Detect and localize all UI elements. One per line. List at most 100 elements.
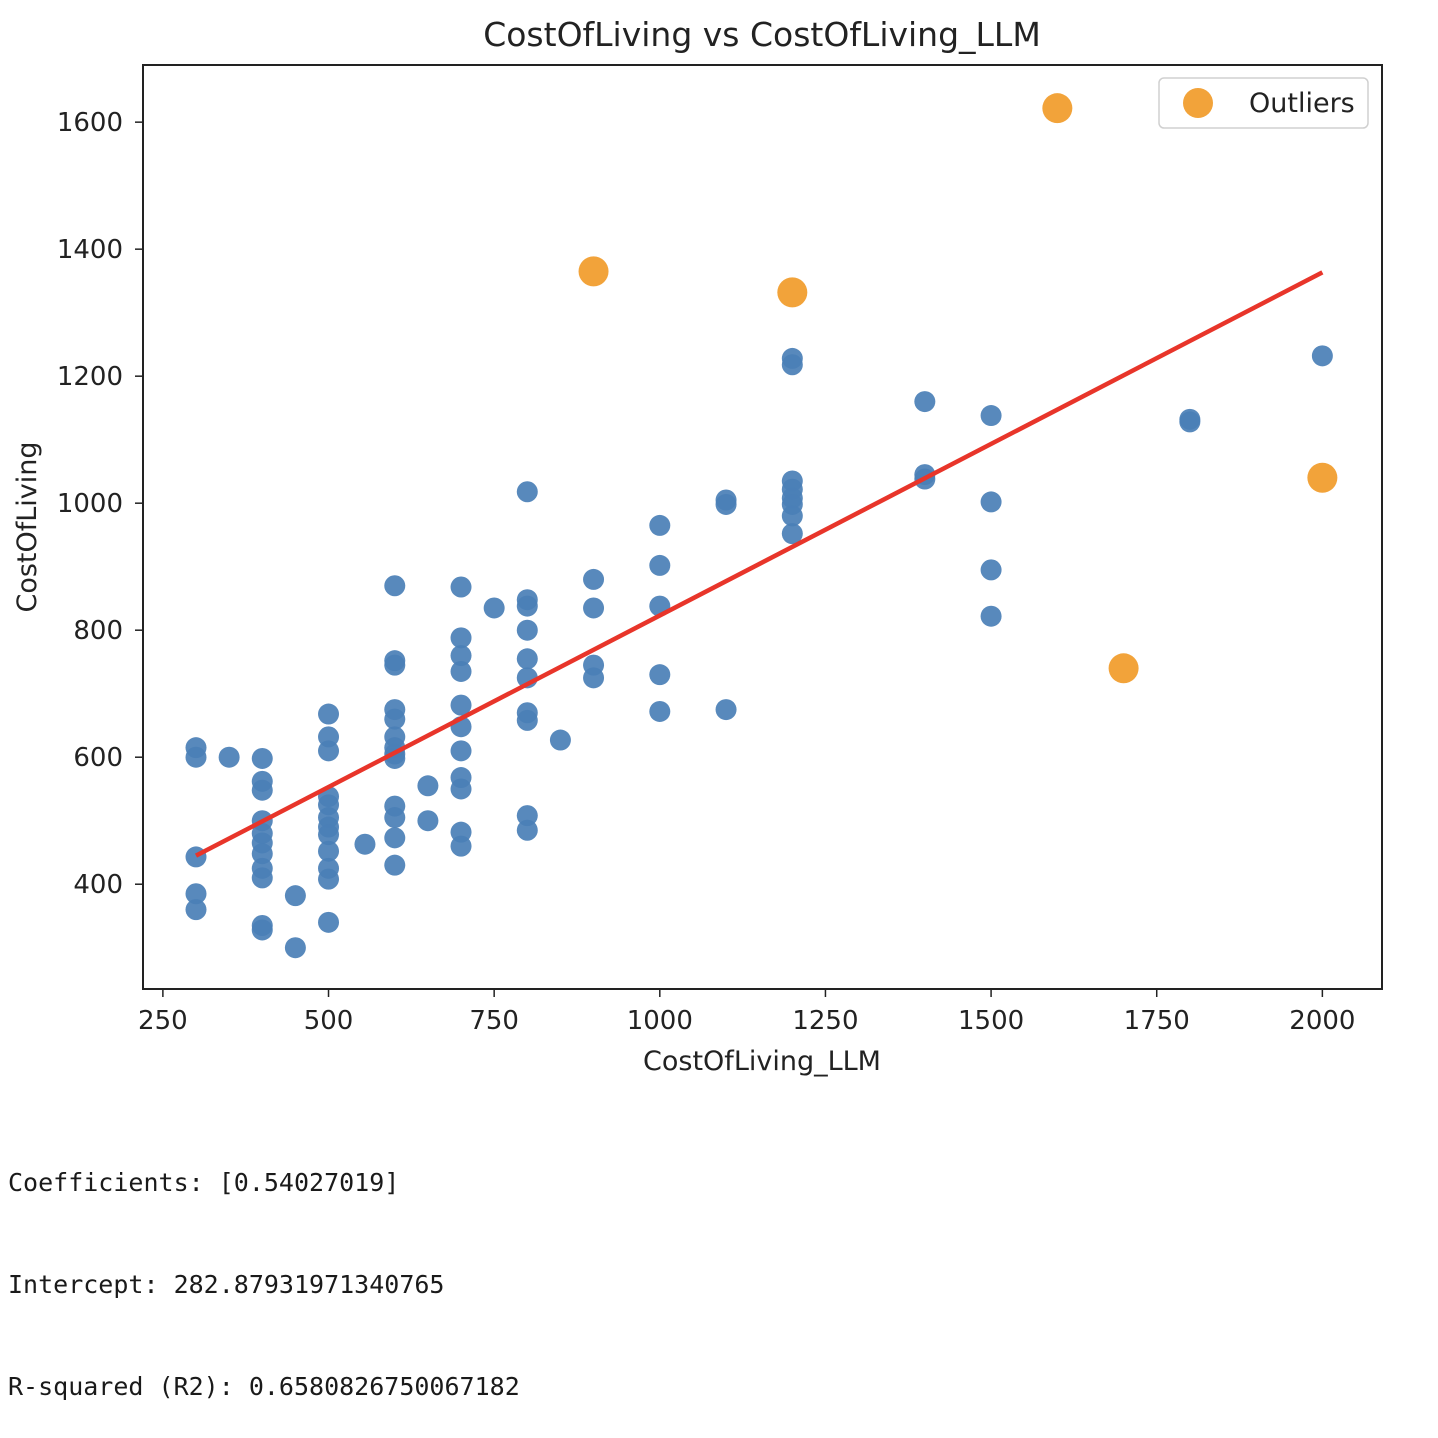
chart-canvas: CostOfLiving vs CostOfLiving_LLM 250 500 7… xyxy=(12,15,1383,1077)
data-point xyxy=(516,648,538,670)
data-point xyxy=(450,576,472,598)
data-point xyxy=(251,919,273,941)
x-axis: 250 500 750 1000 1250 1500 1750 2000 xyxy=(138,989,1355,1036)
data-point xyxy=(450,835,472,857)
data-point xyxy=(914,391,936,413)
y-tick-label: 400 xyxy=(73,870,123,900)
data-point xyxy=(450,778,472,800)
data-point xyxy=(318,740,340,762)
data-point xyxy=(450,660,472,682)
outlier-point xyxy=(1042,93,1073,124)
y-tick-label: 600 xyxy=(73,743,123,773)
data-point xyxy=(516,805,538,827)
outlier-point xyxy=(1307,462,1338,493)
x-tick-label: 1000 xyxy=(627,1006,693,1036)
data-point xyxy=(251,843,273,865)
data-point xyxy=(384,575,406,597)
data-point xyxy=(980,491,1002,513)
data-point xyxy=(583,667,605,689)
x-tick-label: 2000 xyxy=(1289,1006,1355,1036)
scatter-chart: CostOfLiving vs CostOfLiving_LLM 250 500 7… xyxy=(12,15,1383,1077)
coefficients-line: Coefficients: [0.54027019] xyxy=(8,1168,400,1197)
data-point xyxy=(218,746,240,768)
x-axis-label: CostOfLiving_LLM xyxy=(643,1046,881,1077)
outlier-point xyxy=(578,256,609,287)
data-point xyxy=(980,559,1002,581)
data-point xyxy=(781,354,803,376)
data-point xyxy=(318,703,340,725)
legend-box xyxy=(1158,77,1369,129)
console-output: Coefficients: [0.54027019] Intercept: 28… xyxy=(8,1098,520,1438)
data-point xyxy=(583,568,605,590)
data-point xyxy=(284,885,306,907)
y-tick-label: 1400 xyxy=(57,235,123,265)
data-point xyxy=(185,746,207,768)
data-point xyxy=(384,654,406,676)
x-tick-label: 1750 xyxy=(1124,1006,1190,1036)
outlier-points xyxy=(578,93,1338,684)
data-point xyxy=(781,505,803,527)
data-point xyxy=(980,405,1002,427)
data-point xyxy=(649,700,671,722)
data-point xyxy=(980,605,1002,627)
data-point xyxy=(318,840,340,862)
data-point xyxy=(251,867,273,889)
legend-outliers-label: Outliers xyxy=(1249,88,1355,119)
data-point xyxy=(318,824,340,846)
data-point xyxy=(318,911,340,933)
data-point xyxy=(450,740,472,762)
data-point xyxy=(1179,411,1201,433)
data-point xyxy=(583,597,605,619)
x-tick-label: 1250 xyxy=(792,1006,858,1036)
x-tick-label: 750 xyxy=(469,1006,519,1036)
data-point xyxy=(516,819,538,841)
legend: Outliers xyxy=(1158,77,1369,129)
data-point xyxy=(649,514,671,536)
data-point xyxy=(384,827,406,849)
data-point xyxy=(417,775,439,797)
data-points xyxy=(185,345,1333,959)
y-tick-label: 1600 xyxy=(57,108,123,138)
regression-line xyxy=(194,270,1324,858)
data-point xyxy=(715,493,737,515)
x-tick-label: 250 xyxy=(138,1006,188,1036)
legend-outliers-marker xyxy=(1183,88,1213,118)
x-tick-label: 500 xyxy=(304,1006,354,1036)
plot-frame xyxy=(142,64,1383,990)
data-point xyxy=(284,937,306,959)
data-point xyxy=(450,645,472,667)
x-tick-label: 1500 xyxy=(958,1006,1024,1036)
outlier-point xyxy=(1108,653,1139,684)
data-point xyxy=(516,619,538,641)
y-tick-label: 1000 xyxy=(57,489,123,519)
chart-title: CostOfLiving vs CostOfLiving_LLM xyxy=(483,15,1041,54)
data-point xyxy=(450,627,472,649)
data-point xyxy=(354,833,376,855)
data-point xyxy=(1311,345,1333,367)
r-squared-line: R-squared (R2): 0.6580826750067182 xyxy=(8,1372,520,1401)
data-point xyxy=(384,854,406,876)
data-point xyxy=(549,729,571,751)
y-axis: 400 600 800 1000 1200 1400 1600 xyxy=(57,108,143,900)
data-point xyxy=(185,883,207,905)
y-tick-label: 1200 xyxy=(57,362,123,392)
outlier-point xyxy=(777,277,808,308)
data-point xyxy=(417,810,439,832)
y-axis-label: CostOfLiving xyxy=(12,441,43,612)
data-point xyxy=(384,807,406,829)
data-point xyxy=(185,899,207,921)
y-tick-label: 800 xyxy=(73,616,123,646)
data-point xyxy=(649,554,671,576)
data-point xyxy=(516,595,538,617)
data-point xyxy=(483,597,505,619)
data-point xyxy=(384,708,406,730)
data-point xyxy=(781,523,803,545)
intercept-line: Intercept: 282.87931971340765 xyxy=(8,1270,445,1299)
data-point xyxy=(516,709,538,731)
data-point xyxy=(715,699,737,721)
data-point xyxy=(450,694,472,716)
data-point xyxy=(318,868,340,890)
data-point xyxy=(251,747,273,769)
data-point xyxy=(251,779,273,801)
data-point xyxy=(649,664,671,686)
